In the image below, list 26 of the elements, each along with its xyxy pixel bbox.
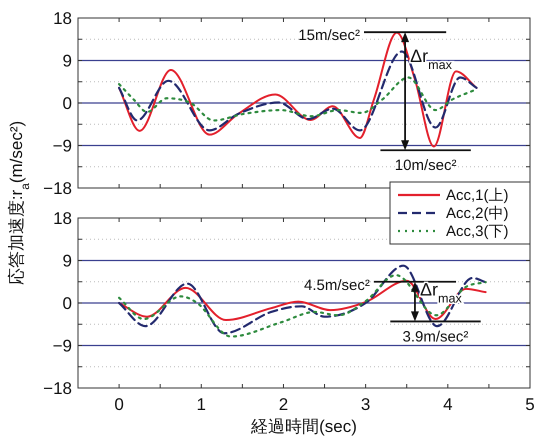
x-tick-label: 5 (525, 395, 535, 414)
line-series (118, 50, 478, 132)
legend-label: 3.9m/sec² (402, 328, 468, 346)
y-tick-label: 0 (62, 94, 72, 113)
x-tick-label: 4 (443, 395, 453, 414)
ref-line-label: 4.5m/sec² (304, 276, 370, 294)
y-tick-label: 0 (62, 294, 72, 313)
y-tick-label: −18 (43, 179, 72, 198)
y-tick-label: 9 (62, 52, 72, 70)
y-tick-label: 9 (62, 252, 72, 270)
x-tick-label: 3 (360, 395, 370, 414)
x-tick-label: 0 (114, 395, 124, 414)
ref-line-label: 15m/sec² (298, 27, 360, 44)
ref-line-label: 10m/sec² (394, 157, 456, 174)
y-tick-label: −18 (43, 379, 72, 398)
y-tick-label: −9 (52, 136, 72, 156)
x-tick-label: 2 (278, 395, 288, 414)
x-tick-label: 1 (196, 395, 206, 414)
line-series (118, 280, 487, 321)
x-axis-title: 経過時間(sec) (250, 417, 357, 436)
legend-label: Acc,2(中) (446, 205, 509, 222)
y-tick-label: 18 (53, 209, 72, 228)
legend-label: Acc,1(上) (446, 187, 509, 204)
legend-label: Acc,3(下) (446, 223, 509, 240)
y-tick-label: 18 (53, 9, 72, 28)
y-tick-label: −9 (52, 336, 72, 356)
